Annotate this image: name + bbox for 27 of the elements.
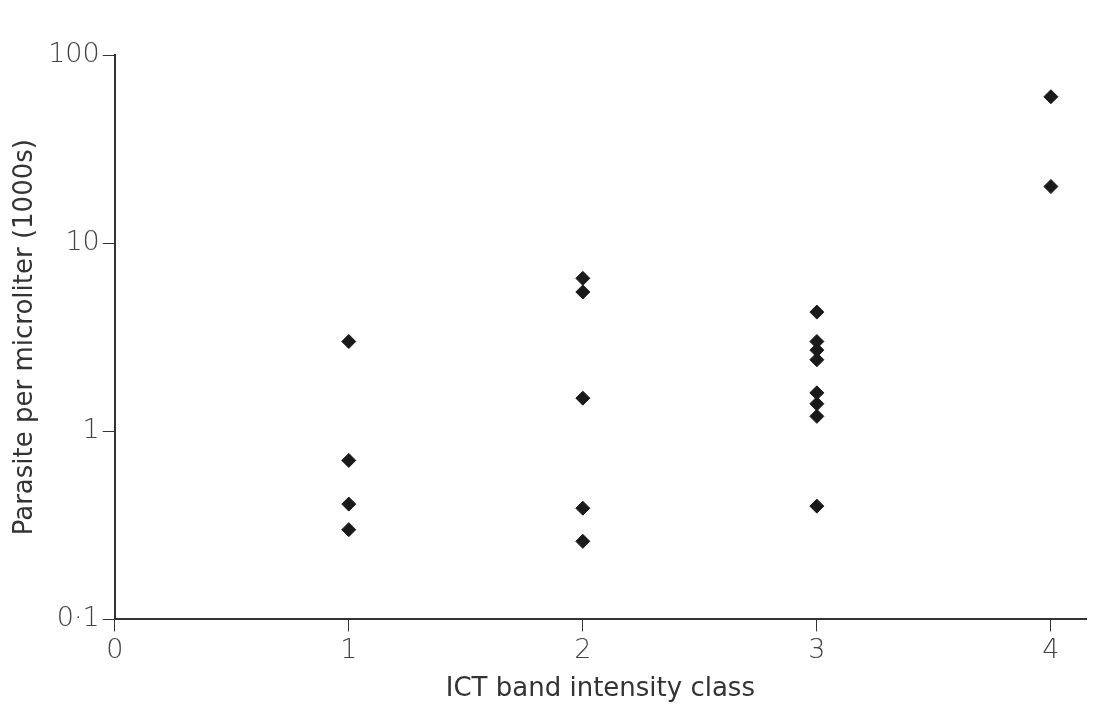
y-tick-label: 10 [65,225,100,257]
point [809,352,825,368]
point [809,498,825,514]
x-tick-label: 4 [1042,632,1060,664]
y-tick-label: 1 [82,413,100,445]
x-tick-label: 1 [340,632,358,664]
y-tick-label: 0·1 [56,601,100,633]
point [341,522,357,538]
point [341,452,357,468]
point [1043,179,1059,194]
y-tick-label: 100 [48,37,100,69]
point [575,284,591,300]
x-tick-label: 3 [808,632,826,664]
point [341,334,357,349]
point [575,390,591,406]
point [575,533,591,549]
point [1043,89,1059,105]
point [809,408,825,424]
point [809,396,825,412]
point [341,496,357,512]
point [575,500,591,516]
point [809,304,825,320]
point [575,270,591,286]
x-tick-label: 2 [574,632,592,664]
x-tick-label: 0 [106,632,124,664]
x-axis-title: ICT band intensity class [445,672,755,703]
y-axis-title: Parasite per microliter (1000s) [8,139,39,536]
